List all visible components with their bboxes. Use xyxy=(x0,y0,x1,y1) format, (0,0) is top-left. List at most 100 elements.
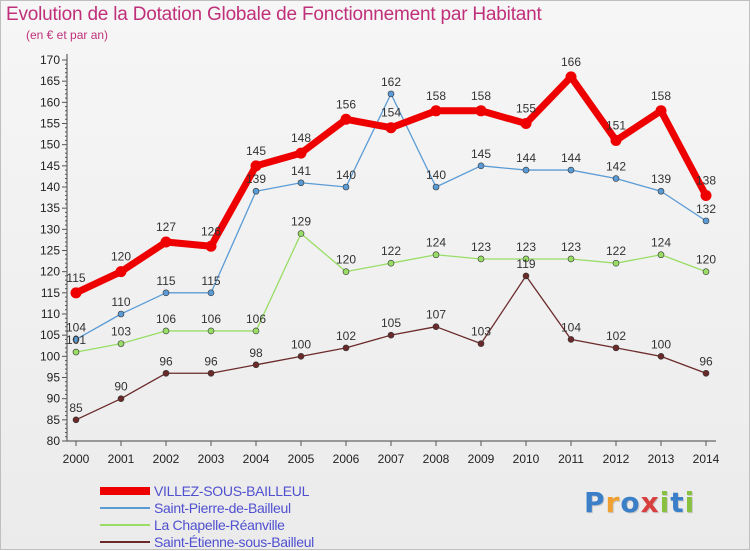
data-point xyxy=(432,183,440,191)
data-label: 107 xyxy=(426,308,446,322)
legend-swatch xyxy=(100,541,150,543)
data-point xyxy=(252,187,260,195)
data-label: 85 xyxy=(69,401,83,415)
data-point xyxy=(340,113,352,125)
legend-swatch xyxy=(100,524,150,526)
data-label: 120 xyxy=(336,253,356,267)
x-tick-label: 2000 xyxy=(63,452,90,466)
data-point xyxy=(342,183,350,191)
legend-label: VILLEZ-SOUS-BAILLEUL xyxy=(154,483,310,499)
y-tick-label: 170 xyxy=(40,53,60,67)
data-point xyxy=(252,327,260,335)
data-label: 158 xyxy=(471,89,491,103)
data-label: 105 xyxy=(381,316,401,330)
data-label: 158 xyxy=(651,89,671,103)
data-label: 98 xyxy=(249,346,263,360)
logo-letter: o xyxy=(620,486,641,519)
y-tick-label: 160 xyxy=(40,95,60,109)
y-tick-label: 140 xyxy=(40,180,60,194)
data-label: 123 xyxy=(561,240,581,254)
y-tick-label: 120 xyxy=(40,265,60,279)
data-label: 110 xyxy=(111,295,130,309)
data-point xyxy=(702,217,710,225)
x-tick-label: 2004 xyxy=(243,452,270,466)
x-tick-label: 2001 xyxy=(108,452,135,466)
data-point xyxy=(162,369,170,377)
data-point xyxy=(432,323,440,331)
logo-letter: P xyxy=(584,486,606,519)
data-point xyxy=(657,353,665,360)
data-point xyxy=(700,189,712,201)
data-label: 103 xyxy=(471,325,491,339)
data-point xyxy=(612,259,620,267)
data-point xyxy=(655,105,667,117)
data-label: 158 xyxy=(426,89,446,103)
logo-letter: i xyxy=(659,486,671,519)
data-point xyxy=(387,331,395,339)
data-label: 102 xyxy=(336,329,356,343)
data-label: 127 xyxy=(156,220,176,234)
legend-swatch xyxy=(100,487,150,495)
data-label: 96 xyxy=(159,354,173,368)
y-tick-label: 105 xyxy=(40,328,60,342)
data-point xyxy=(430,105,442,117)
data-point xyxy=(657,187,665,195)
legend-label: La Chapelle-Réanville xyxy=(154,517,285,533)
data-label: 126 xyxy=(201,224,221,238)
data-label: 122 xyxy=(606,244,626,258)
logo-letter: x xyxy=(640,486,660,519)
y-tick-label: 115 xyxy=(41,286,60,300)
proxiti-logo: Proxiti xyxy=(584,486,695,519)
data-label: 103 xyxy=(111,325,131,339)
x-tick-label: 2002 xyxy=(153,452,180,466)
data-label: 106 xyxy=(156,312,176,326)
data-label: 162 xyxy=(381,75,401,89)
legend-swatch xyxy=(100,507,150,509)
data-point xyxy=(385,122,397,134)
x-tick-label: 2011 xyxy=(558,452,584,466)
data-point xyxy=(297,353,305,360)
x-tick-label: 2008 xyxy=(423,452,450,466)
data-label: 139 xyxy=(246,172,266,186)
data-label: 124 xyxy=(651,236,671,250)
data-label: 123 xyxy=(516,240,536,254)
data-point xyxy=(207,289,215,297)
data-point xyxy=(295,147,307,159)
data-point xyxy=(522,255,530,263)
x-tick-label: 2006 xyxy=(333,452,360,466)
data-point xyxy=(117,395,125,402)
y-tick-label: 85 xyxy=(47,413,61,427)
y-tick-label: 125 xyxy=(40,244,60,258)
y-tick-label: 110 xyxy=(41,307,60,321)
x-tick-label: 2012 xyxy=(603,452,630,466)
chart-title: Evolution de la Dotation Globale de Fonc… xyxy=(6,4,542,25)
data-label: 145 xyxy=(471,147,491,161)
data-point xyxy=(205,240,217,252)
data-point xyxy=(162,327,170,335)
data-label: 104 xyxy=(66,320,86,334)
data-label: 148 xyxy=(291,131,311,145)
data-label: 144 xyxy=(561,151,581,165)
y-tick-label: 135 xyxy=(40,201,60,215)
data-point xyxy=(160,236,172,248)
data-label: 123 xyxy=(471,240,491,254)
y-tick-label: 100 xyxy=(40,349,60,363)
x-tick-label: 2010 xyxy=(513,452,540,466)
x-tick-label: 2003 xyxy=(198,452,225,466)
data-label: 144 xyxy=(516,151,536,165)
y-tick-label: 165 xyxy=(40,74,60,88)
data-label: 139 xyxy=(651,172,671,186)
data-point xyxy=(207,327,215,335)
chart-subtitle: (en € et par an) xyxy=(26,28,109,42)
data-label: 120 xyxy=(111,250,131,264)
data-point xyxy=(342,268,350,275)
data-point xyxy=(297,179,305,187)
data-point xyxy=(297,230,305,237)
data-label: 101 xyxy=(66,333,86,347)
series-lines xyxy=(70,71,712,424)
data-label: 142 xyxy=(606,160,626,174)
data-point xyxy=(432,251,440,259)
data-label: 151 xyxy=(606,118,626,132)
data-point xyxy=(207,369,215,377)
data-point xyxy=(72,348,80,356)
